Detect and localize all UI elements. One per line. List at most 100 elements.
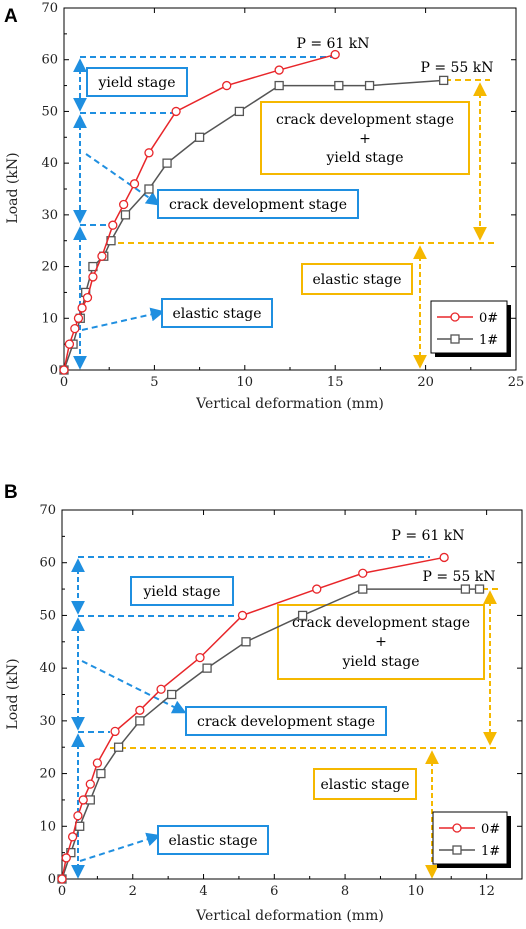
data-point-1#	[202, 663, 212, 673]
data-point-0#	[222, 80, 232, 91]
data-point-0#	[92, 758, 103, 768]
data-point-0#	[195, 652, 205, 663]
data-point-1#	[135, 716, 145, 726]
panel-a-p61-label: P = 61 kN	[296, 36, 369, 52]
panel-a-crack-yield-line1: crack development stage	[276, 112, 454, 128]
panel-b-crack-yield-plus: +	[375, 634, 387, 650]
data-point-1#	[194, 132, 205, 142]
panel-a-crack-yield-line2: yield stage	[326, 150, 404, 166]
panel-a-elastic-blue-label: elastic stage	[172, 306, 261, 322]
x-tick-label: 0	[60, 375, 68, 390]
data-point-0#	[358, 568, 368, 578]
data-point-1#	[75, 821, 85, 831]
data-point-1#	[474, 584, 485, 594]
panel-a: A yield stage crack development stage	[4, 1, 524, 412]
data-point-1#	[234, 106, 245, 117]
panel-b-plot: 0 2 4 6 8 10 12 0 10 20 30 40 50 60 70	[39, 503, 523, 899]
panel-b-label: B	[4, 482, 18, 503]
legend-square-marker	[452, 845, 462, 855]
y-tick-label: 40	[41, 156, 58, 171]
panel-a-xlabel: Vertical deformation (mm)	[195, 396, 384, 412]
data-point-0#	[156, 684, 166, 694]
y-tick-label: 70	[39, 503, 56, 518]
panel-b-elastic-orange-label: elastic stage	[320, 777, 409, 793]
data-point-1#	[113, 742, 124, 752]
data-point-0#	[77, 303, 87, 313]
data-point-1#	[120, 210, 131, 220]
x-tick-label: 20	[417, 375, 434, 390]
data-point-0#	[78, 795, 88, 805]
x-tick-label: 8	[341, 884, 349, 899]
panel-a-crack-label: crack development stage	[169, 197, 347, 213]
y-tick-label: 10	[41, 311, 58, 326]
data-point-0#	[312, 584, 322, 594]
legend-circle-marker	[452, 823, 462, 833]
panel-b-crack-yield-line2: yield stage	[342, 654, 420, 670]
panel-b-legend-0: 0#	[481, 822, 500, 837]
panel-b-crack-label: crack development stage	[197, 714, 375, 730]
data-point-0#	[119, 199, 129, 210]
y-tick-label: 0	[50, 363, 58, 378]
data-point-1#	[144, 184, 154, 194]
panel-a-legend-1: 1#	[479, 333, 498, 348]
panel-a-label: A	[4, 6, 18, 27]
data-point-1#	[364, 80, 375, 91]
data-point-0#	[73, 811, 83, 821]
data-point-0#	[97, 251, 107, 261]
data-point-0#	[108, 220, 118, 230]
y-tick-label: 40	[39, 661, 56, 676]
x-tick-label: 10	[408, 884, 425, 899]
panel-b-annotations: yield stage crack development stage elas…	[71, 528, 498, 879]
data-point-0#	[82, 292, 93, 303]
y-tick-label: 0	[48, 872, 56, 887]
data-point-0#	[171, 106, 181, 117]
panel-b-elastic-blue-label: elastic stage	[168, 833, 257, 849]
y-tick-label: 60	[39, 556, 56, 571]
y-tick-label: 30	[41, 208, 58, 223]
panel-b: B yield stage crack development stage el…	[4, 482, 523, 924]
panel-b-legend: 0# 1#	[432, 811, 511, 868]
y-tick-label: 20	[39, 767, 56, 782]
y-tick-label: 30	[39, 714, 56, 729]
series-line-0#	[63, 53, 336, 371]
data-point-0#	[129, 179, 140, 189]
panel-a-p55-label: P = 55 kN	[420, 60, 493, 76]
data-point-0#	[88, 272, 98, 282]
data-point-0#	[70, 323, 80, 334]
data-point-0#	[61, 853, 71, 863]
data-point-1#	[274, 80, 284, 91]
data-point-1#	[96, 768, 106, 779]
legend-circle-marker	[450, 312, 460, 322]
panel-b-ylabel: Load (kN)	[5, 658, 21, 729]
panel-b-p55-label: P = 55 kN	[422, 569, 495, 585]
data-point-0#	[64, 339, 75, 349]
data-point-1#	[460, 584, 471, 594]
panel-a-yield-label: yield stage	[98, 75, 176, 91]
data-point-0#	[274, 65, 284, 75]
x-tick-label: 10	[237, 375, 254, 390]
panel-a-annotations: yield stage crack development stage elas…	[73, 36, 496, 370]
data-point-1#	[66, 847, 76, 858]
data-point-1#	[439, 75, 449, 86]
data-point-0#	[67, 832, 78, 842]
panel-a-ylabel: Load (kN)	[5, 152, 21, 223]
y-tick-label: 60	[41, 53, 58, 68]
x-tick-label: 0	[58, 884, 66, 899]
panel-a-crack-yield-plus: +	[359, 131, 371, 147]
data-point-1#	[241, 637, 251, 647]
data-point-0#	[85, 779, 95, 789]
data-point-0#	[73, 313, 84, 323]
panel-a-legend: 0# 1#	[430, 300, 511, 357]
y-tick-label: 50	[41, 104, 58, 119]
data-point-0#	[57, 874, 67, 884]
data-point-0#	[59, 365, 69, 375]
y-tick-label: 10	[39, 819, 56, 834]
panel-b-p61-label: P = 61 kN	[391, 528, 464, 544]
data-point-1#	[297, 610, 308, 621]
y-tick-label: 20	[41, 260, 58, 275]
x-tick-label: 2	[129, 884, 137, 899]
data-point-0#	[330, 49, 340, 60]
data-point-1#	[167, 689, 177, 700]
x-tick-label: 12	[478, 884, 495, 899]
